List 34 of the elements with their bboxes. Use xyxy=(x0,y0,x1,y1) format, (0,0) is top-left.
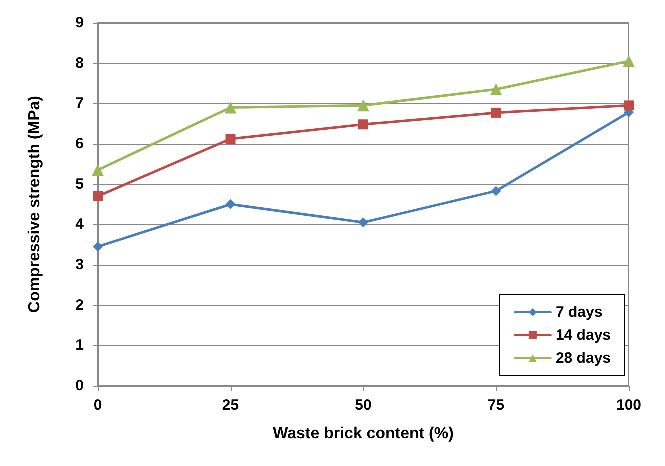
point xyxy=(624,100,634,111)
y-tick-label: 9 xyxy=(76,14,84,32)
point xyxy=(358,120,368,130)
point xyxy=(358,218,368,228)
y-tick-label: 6 xyxy=(76,136,84,152)
y-tick-label: 1 xyxy=(76,337,84,354)
point xyxy=(491,186,502,196)
y-tick-label: 5 xyxy=(76,176,84,193)
point xyxy=(92,164,104,176)
y-tick-label: 2 xyxy=(76,296,84,314)
legend-label: 7 days xyxy=(556,304,603,321)
x-tick-label: 75 xyxy=(488,397,505,414)
point xyxy=(224,102,237,114)
point xyxy=(490,84,502,96)
legend-label: 28 days xyxy=(556,350,612,367)
y-tick-label: 8 xyxy=(76,54,84,72)
y-tick-label: 7 xyxy=(76,95,84,112)
point xyxy=(358,100,370,112)
x-tick-label: 50 xyxy=(355,397,372,414)
point xyxy=(226,200,236,210)
x-tick-label: 25 xyxy=(222,397,240,414)
x-tick-label: 0 xyxy=(94,397,102,414)
y-tick-label: 4 xyxy=(76,216,85,234)
legend-label: 14 days xyxy=(556,327,612,344)
x-axis-title: Waste brick content (%) xyxy=(273,426,454,442)
x-tick-label: 100 xyxy=(616,397,642,414)
point xyxy=(226,134,236,144)
point xyxy=(491,108,502,118)
point xyxy=(93,191,103,202)
y-tick-label: 0 xyxy=(76,378,84,394)
point xyxy=(93,242,103,252)
y-axis-title: Compressive strength (MPa) xyxy=(26,96,44,313)
y-tick-label: 3 xyxy=(76,256,84,274)
point xyxy=(623,55,635,68)
